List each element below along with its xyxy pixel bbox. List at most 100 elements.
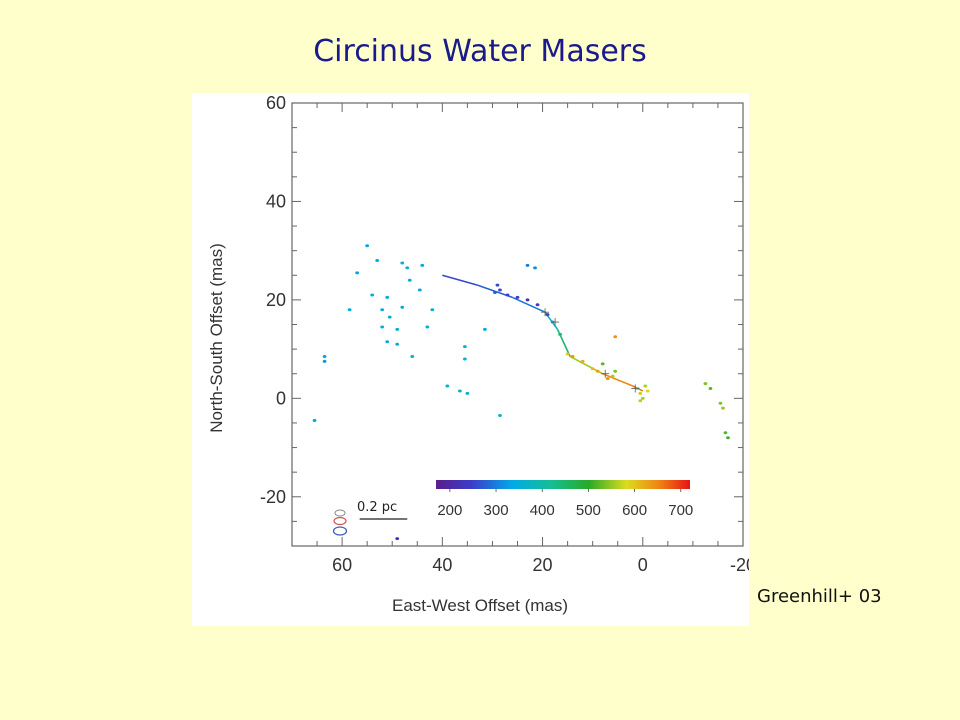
maser-spot <box>355 271 360 275</box>
maser-spot <box>375 259 380 263</box>
maser-spot <box>430 308 435 312</box>
scale-bar-label: 0.2 pc <box>357 500 397 515</box>
maser-spots <box>312 244 730 541</box>
disk-fit-line <box>442 274 644 392</box>
maser-spot <box>380 308 385 312</box>
maser-spot <box>570 354 575 358</box>
colorbar-tick-label: 600 <box>622 502 647 519</box>
plot-border <box>291 102 744 547</box>
colorbar-strip <box>436 480 690 489</box>
maser-spot <box>420 263 425 267</box>
maser-spot <box>605 377 610 381</box>
maser-spot <box>495 283 500 287</box>
maser-spot <box>545 313 550 317</box>
y-tick-label: 40 <box>266 191 286 211</box>
maser-spot <box>643 384 648 388</box>
maser-spot <box>312 418 317 422</box>
maser-spot <box>708 386 713 390</box>
maser-spot <box>525 263 530 267</box>
disk-fit-segment <box>602 372 634 387</box>
maser-spot <box>498 288 502 292</box>
maser-spot <box>595 369 600 373</box>
beam-ellipse <box>332 526 348 536</box>
maser-spot <box>387 315 392 319</box>
maser-spot <box>425 325 430 329</box>
maser-spot <box>505 293 510 297</box>
x-tick-label: 60 <box>332 555 352 575</box>
velocity-colorbar: 200 300 400 500 600 700 <box>436 480 693 519</box>
maser-spot <box>400 305 405 309</box>
x-tick-label: 0 <box>638 555 648 575</box>
maser-spot <box>465 391 470 395</box>
beam-ellipse <box>334 509 346 517</box>
maser-spot <box>525 298 530 302</box>
maser-spot <box>535 303 540 307</box>
maser-spot <box>590 367 595 371</box>
maser-spot <box>365 244 370 248</box>
maser-spot <box>410 354 415 358</box>
maser-spot <box>645 389 650 393</box>
maser-spot <box>613 335 618 339</box>
maser-spot <box>613 369 618 373</box>
scale-bar: 0.2 pc <box>332 500 408 536</box>
y-tick-label: -20 <box>260 487 286 507</box>
disk-fit-segment <box>442 274 478 286</box>
maser-spot <box>580 359 585 363</box>
maser-spot <box>565 352 570 356</box>
colorbar-tick-label: 700 <box>668 502 693 519</box>
maser-spot <box>395 327 400 331</box>
plot-frame <box>291 102 744 547</box>
maser-spot <box>405 266 410 270</box>
maser-spot <box>600 362 605 366</box>
maser-spot <box>558 332 562 336</box>
colorbar-tick-label: 500 <box>576 502 601 519</box>
y-tick-label: 0 <box>276 388 286 408</box>
maser-spot <box>322 354 327 358</box>
maser-spot <box>347 308 352 312</box>
maser-spot <box>718 401 723 405</box>
x-tick-label: -20 <box>730 555 749 575</box>
maser-spot <box>385 295 390 299</box>
maser-spot <box>533 266 537 270</box>
slide-title: Circinus Water Masers <box>313 34 647 69</box>
x-axis-title: East-West Offset (mas) <box>392 596 568 615</box>
maser-spot <box>445 384 450 388</box>
colorbar-tick-label: 400 <box>530 502 555 519</box>
maser-spot <box>462 357 467 361</box>
maser-spot <box>395 537 400 541</box>
colorbar-tick-label: 200 <box>437 502 462 519</box>
maser-spot <box>457 389 462 393</box>
x-tick-label: 40 <box>432 555 452 575</box>
y-axis-title: North-South Offset (mas) <box>207 243 226 433</box>
maser-spot <box>721 406 725 410</box>
maser-spot <box>640 396 645 400</box>
maser-spot <box>407 278 412 282</box>
disk-fit-segment <box>512 296 546 313</box>
maser-spot <box>703 382 708 386</box>
maser-spot <box>395 342 400 346</box>
maser-spot <box>417 288 422 292</box>
maser-spot <box>638 399 643 403</box>
colorbar-tick-label: 300 <box>484 502 509 519</box>
x-tick-label: 20 <box>533 555 553 575</box>
maser-spot <box>462 345 467 349</box>
figure-credit: Greenhill+ 03 <box>757 586 882 607</box>
maser-spot <box>493 291 497 295</box>
maser-spot <box>726 436 730 440</box>
maser-spot <box>483 327 487 331</box>
beam-ellipse <box>333 516 347 526</box>
maser-spot <box>498 414 502 418</box>
maser-spot <box>515 295 520 299</box>
maser-spot <box>638 391 643 395</box>
y-tick-label: 60 <box>266 93 286 113</box>
maser-spot <box>322 359 327 363</box>
y-tick-label: 20 <box>266 290 286 310</box>
maser-spot <box>610 374 615 378</box>
maser-spot <box>380 325 385 329</box>
maser-spot <box>385 340 390 344</box>
maser-spot <box>370 293 375 297</box>
maser-spot <box>723 431 728 435</box>
